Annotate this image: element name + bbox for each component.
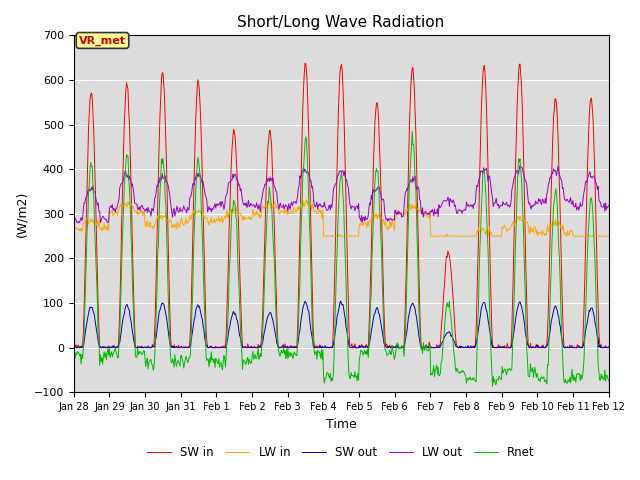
Line: Rnet: Rnet xyxy=(74,132,609,386)
LW in xyxy=(303,197,310,203)
Line: SW out: SW out xyxy=(74,301,609,348)
SW out xyxy=(337,298,344,304)
Rnet xyxy=(217,359,225,365)
Rnet xyxy=(605,378,612,384)
LW out xyxy=(135,204,143,210)
X-axis label: Time: Time xyxy=(326,418,356,431)
LW out xyxy=(516,162,524,168)
LW out xyxy=(605,202,612,208)
Text: VR_met: VR_met xyxy=(79,36,126,46)
Rnet xyxy=(79,346,87,351)
Rnet xyxy=(189,291,196,297)
Y-axis label: (W/m2): (W/m2) xyxy=(15,191,28,237)
SW out xyxy=(134,345,142,350)
SW out xyxy=(217,344,225,350)
LW in xyxy=(320,233,328,239)
SW in xyxy=(408,73,415,79)
LW in xyxy=(79,220,87,226)
LW out xyxy=(218,199,225,205)
Rnet xyxy=(70,358,77,364)
LW in xyxy=(189,211,196,217)
Rnet xyxy=(408,129,416,134)
SW out xyxy=(422,344,430,349)
SW out xyxy=(70,345,77,350)
SW in xyxy=(70,345,78,350)
Line: SW in: SW in xyxy=(74,63,609,348)
Rnet xyxy=(422,343,430,348)
Line: LW in: LW in xyxy=(74,200,609,236)
Rnet xyxy=(406,171,414,177)
SW in xyxy=(423,345,431,350)
SW in xyxy=(70,344,77,349)
LW in xyxy=(423,212,431,218)
LW out xyxy=(74,220,81,226)
Legend: SW in, LW in, SW out, LW out, Rnet: SW in, LW in, SW out, LW out, Rnet xyxy=(143,441,540,464)
SW in xyxy=(80,307,88,312)
SW in xyxy=(218,345,225,350)
Line: LW out: LW out xyxy=(74,165,609,223)
Rnet xyxy=(134,351,142,357)
LW out xyxy=(189,180,197,186)
LW out xyxy=(80,200,88,206)
SW in xyxy=(189,205,197,211)
LW in xyxy=(217,218,225,224)
LW out xyxy=(422,211,430,216)
SW out xyxy=(79,344,87,349)
SW in xyxy=(301,60,309,66)
Title: Short/Long Wave Radiation: Short/Long Wave Radiation xyxy=(237,15,445,30)
LW in xyxy=(605,233,612,239)
LW out xyxy=(407,177,415,183)
LW in xyxy=(408,205,415,211)
SW out xyxy=(605,344,612,349)
LW in xyxy=(134,212,142,217)
SW out xyxy=(189,327,196,333)
SW in xyxy=(605,345,612,350)
SW out xyxy=(407,304,415,310)
Rnet xyxy=(489,384,497,389)
LW out xyxy=(70,216,77,222)
LW in xyxy=(70,230,77,236)
SW in xyxy=(135,345,143,350)
